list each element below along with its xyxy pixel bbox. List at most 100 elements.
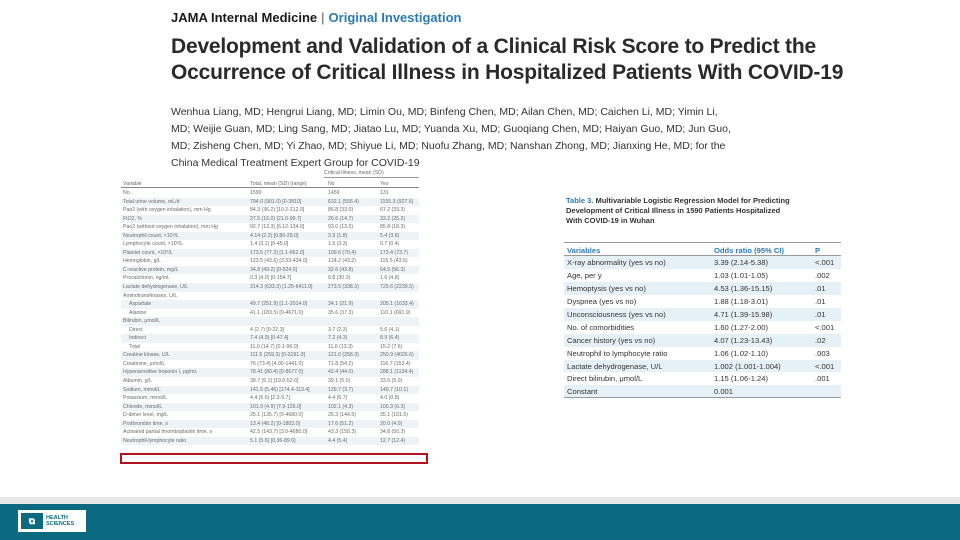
table1-row: Hemoglobin, g/L 123.5 (43.6) [3.33-434.0]…: [121, 257, 419, 266]
table3-cell-p-value: .002: [815, 270, 830, 280]
table1-row: Alanine 41.1 (183.5) [0-4671.0] 35.6 (37.3…: [121, 309, 419, 318]
table1-cell-no: 26.6 (14.7): [328, 215, 354, 222]
table1-row: Platelet count, ×10⁹/L 173.5 (77.3) [1.1-…: [121, 248, 419, 258]
table3-cell-variable: Lactate dehydrogenase, U/L: [567, 361, 663, 371]
table1-cell-variable: Neutrophil-lymphocyte ratio: [123, 437, 187, 444]
table1-cell-no: 42.4 (44.0): [328, 369, 354, 376]
table1-cell-no: 39.1 (5.0): [328, 378, 351, 385]
table1-row: Potassium, mmol/L 4.4 (6.6) [2.3-9.7] 4.4 …: [121, 394, 419, 403]
table1-cell-total: 78.41 (80.4) [0-8677.0]: [250, 369, 303, 376]
table3-header-row: Variables Odds ratio (95% CI) P value: [564, 242, 841, 264]
table1-row: FIO2, % 27.5 (16.0) [21.0-99.7] 26.6 (14.7…: [121, 214, 419, 224]
table3-cell-variable: Hemoptysis (yes vs no): [567, 283, 646, 293]
table1-cell-total: 38.7 (5.1) [19.0-52.6]: [250, 378, 299, 385]
table1-row: D-dimer level, mg/L 25.1 (135.7) [0-4680.…: [121, 411, 419, 420]
table3-cell-p-value: .001: [815, 374, 830, 384]
table1-cell-no: 121.0 (258.3): [328, 352, 359, 359]
table1-row: Creatinine, μmol/L 76 (73.4) [4.00-1441.0…: [121, 360, 419, 369]
table3-cell-odds-ratio: 4.71 (1.39-15.98): [714, 309, 773, 319]
table1-cell-yes: 12.7 (12.4): [380, 437, 406, 444]
table1-cell-yes: 64.5 (56.3): [380, 266, 406, 273]
table1-cell-variable: Direct: [129, 326, 143, 333]
article-section: Original Investigation: [328, 10, 462, 25]
footer-band: [0, 504, 960, 540]
table3-row: Hemoptysis (yes vs no) 4.53 (1.36-15.15).…: [564, 281, 841, 295]
table1-cell-yes: 15.2 (7.6): [380, 343, 403, 350]
table1-cell-yes: 85.8 (18.3): [380, 224, 406, 231]
table1-cell-no: 11.6 (13.3): [328, 343, 353, 350]
table1-cell-no: 4.4 (5.4): [328, 437, 348, 444]
table3-caption: Table 3. Multivariable Logistic Regressi…: [566, 196, 796, 226]
table1-row: Total urine volume, mL/d 794.0 (901.0) [0…: [121, 197, 419, 207]
table1-cell-variable: Indirect: [129, 335, 147, 342]
table3-col-variables: Variables: [567, 246, 601, 255]
table3-caption-text: Multivariable Logistic Regression Model …: [566, 196, 790, 225]
table1-cell-yes: 5.4 (3.6): [380, 232, 400, 239]
table1-cell-total: 4.4 (6.6) [2.3-9.7]: [250, 395, 290, 402]
table1-cell-no: 43.3 (150.3): [328, 429, 356, 436]
footer-bar: ⧉ HEALTH SCIENCES: [0, 497, 960, 540]
table3-cell-variable: Age, per y: [567, 270, 602, 280]
table3-cell-odds-ratio: 1.06 (1.02-1.10): [714, 348, 769, 358]
table3-caption-label: Table 3.: [566, 196, 594, 205]
table1-cell-variable: Pao2 (without oxygen inhalation), mm Hg: [123, 224, 218, 231]
table1-col-yes: Yes: [380, 181, 389, 187]
journal-header: JAMA Internal Medicine | Original Investig…: [171, 10, 461, 25]
table1-row: Total 11.0 (14.7) [0.1-96.0] 11.6 (13.3) 15…: [121, 343, 419, 352]
table1-row: Sodium, mmol/L 141.5 (5.46) [174.4-113.4]…: [121, 385, 419, 395]
table1-row: Pao2 (without oxygen inhalation), mm Hg 9…: [121, 223, 419, 232]
table1-cell-no: 139.7 (3.7): [328, 386, 354, 393]
table1-cell-variable: FIO2, %: [123, 215, 143, 222]
table1-cell-yes: 5.6 (4.1): [380, 326, 400, 333]
table1-cell-no: 86.8 (33.0): [328, 207, 354, 214]
table1-cell-yes: 140.7 (10.1): [380, 386, 408, 393]
table1-row: Lymphocyte count, ×10⁹/L 1.4 (3.1) [0-45.…: [121, 240, 419, 249]
table1-col-variable: Variable: [123, 181, 142, 187]
table1-cell-variable: No.: [123, 190, 132, 196]
health-sciences-logo: ⧉ HEALTH SCIENCES: [18, 510, 86, 532]
table1-cell-total: 1.4 (3.1) [0-45.0]: [250, 241, 289, 248]
table3-row: X-ray abnormality (yes vs no) 3.39 (2.14-…: [564, 256, 841, 269]
table1-cell-variable: Potassium, mmol/L: [123, 395, 168, 402]
table1-cell-variable: Creatinine, μmol/L: [123, 360, 166, 367]
table1-cell-no: 34.1 (21.9): [328, 301, 354, 308]
table1-row: C-reactive protein, mg/L 34.8 (49.2) [0-5…: [121, 265, 419, 275]
table1-cell-yes: 34.8 (50.3): [380, 429, 406, 436]
table1-cell-total: 13.4 (48.2) [0-1803.0]: [250, 420, 300, 427]
table1-row: No. 1590 1459 131: [121, 189, 419, 198]
table1-row: Indirect 7.4 (4.9) [0-47.4] 7.2 (4.3) 8.9 (…: [121, 334, 419, 343]
table1-cell-no: 3.9 (1.8): [328, 232, 348, 239]
table1-cell-no: 7.2 (4.3): [328, 335, 348, 342]
table1-cell-total: 25.1 (135.7) [0-4680.0]: [250, 412, 303, 419]
table3-cell-p-value: <.001: [815, 258, 835, 267]
table1-cell-yes: 0.7 (0.4): [380, 241, 400, 248]
table1-cell-variable: Prothrombin time, s: [123, 420, 168, 427]
table1-cell-yes: 250.9 (4026.6): [380, 352, 414, 359]
table1-cell-yes: 116.7 (153.4): [380, 360, 411, 367]
table1-cell-no: 25.3 (144.5): [328, 412, 356, 419]
table1-cell-total: 41.1 (183.5) [0-4671.0]: [250, 309, 303, 316]
table1-cell-total: 1590: [250, 190, 262, 196]
logo-mark-icon: ⧉: [21, 513, 43, 529]
table1-cell-variable: Lymphocyte count, ×10⁹/L: [123, 241, 184, 248]
table1-cell-variable: C-reactive protein, mg/L: [123, 266, 179, 273]
table3-cell-variable: Cancer history (yes vs no): [567, 335, 656, 345]
table1-cell-total: 4.14 (2.2) [0.80-29.0]: [250, 232, 299, 239]
table1-cell-total: 111.5 (259.3) [0-3191.0]: [250, 352, 305, 359]
table1-cell-yes: 67.2 (33.3): [380, 207, 406, 214]
table1-cell-no: 124.2 (43.2): [328, 258, 356, 265]
table3-cell-p-value: .02: [815, 335, 826, 345]
table3-cell-p-value: .003: [815, 348, 830, 358]
table3-cell-p-value: <.001: [815, 361, 835, 371]
table3-cell-p-value: .01: [815, 309, 826, 319]
table1-cell-total: 173.5 (77.3) [1.1-662.0]: [250, 249, 305, 256]
table1-cell-variable: Chloride, mmol/L: [123, 403, 163, 410]
paper-title: Development and Validation of a Clinical…: [171, 35, 844, 84]
d-dimer-highlight-box: [120, 453, 428, 464]
table1-cell-total: 11.0 (14.7) [0.1-96.0]: [250, 343, 299, 350]
table3-cell-odds-ratio: 0.001: [714, 387, 734, 397]
table1-cell-yes: 20.0 (4.0): [380, 420, 403, 427]
table3-cell-p-value: <.001: [815, 322, 835, 332]
table1-cell-total: 0.3 (4.0) [0-154.7]: [250, 275, 292, 282]
table1-cell-yes: 1.6 (4.8): [380, 275, 400, 282]
